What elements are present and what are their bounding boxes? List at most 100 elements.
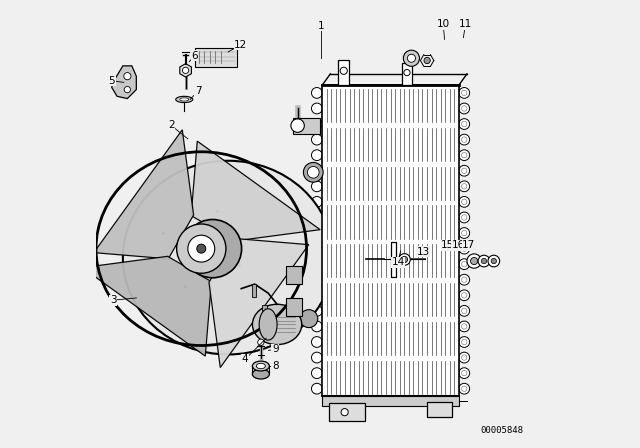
Polygon shape — [83, 256, 211, 356]
Ellipse shape — [252, 361, 269, 371]
Circle shape — [459, 306, 470, 316]
Text: 11: 11 — [459, 19, 472, 29]
Circle shape — [459, 197, 470, 207]
Circle shape — [403, 50, 419, 66]
Ellipse shape — [257, 363, 266, 369]
Circle shape — [459, 212, 470, 223]
Circle shape — [312, 290, 322, 301]
Circle shape — [303, 163, 323, 182]
Text: 2: 2 — [168, 121, 175, 130]
Circle shape — [459, 87, 470, 98]
Circle shape — [312, 150, 322, 160]
Circle shape — [459, 290, 470, 301]
Circle shape — [312, 306, 322, 316]
Bar — [323, 85, 459, 396]
Circle shape — [459, 165, 470, 176]
Circle shape — [177, 224, 226, 273]
Circle shape — [340, 67, 348, 74]
Bar — [262, 305, 267, 319]
Circle shape — [188, 235, 215, 262]
Polygon shape — [180, 64, 191, 77]
Circle shape — [467, 254, 481, 268]
Ellipse shape — [252, 304, 301, 345]
Circle shape — [459, 259, 470, 270]
Ellipse shape — [180, 98, 189, 101]
Circle shape — [408, 54, 415, 62]
Circle shape — [307, 167, 319, 178]
Circle shape — [312, 243, 322, 254]
Polygon shape — [94, 130, 193, 259]
Circle shape — [491, 258, 497, 264]
Circle shape — [312, 165, 322, 176]
Text: 10: 10 — [436, 19, 450, 29]
Ellipse shape — [123, 161, 333, 354]
Circle shape — [459, 181, 470, 192]
Circle shape — [488, 255, 500, 267]
Text: 1: 1 — [318, 21, 324, 30]
Circle shape — [312, 352, 322, 363]
Circle shape — [459, 274, 470, 285]
Circle shape — [459, 150, 470, 160]
Circle shape — [401, 256, 408, 263]
FancyBboxPatch shape — [195, 48, 237, 67]
Text: 4: 4 — [242, 354, 248, 364]
Text: 8: 8 — [272, 361, 278, 370]
Circle shape — [459, 103, 470, 114]
Circle shape — [399, 254, 410, 265]
Circle shape — [459, 336, 470, 347]
Circle shape — [182, 67, 189, 73]
Circle shape — [312, 181, 322, 192]
Circle shape — [124, 86, 131, 93]
Bar — [329, 403, 365, 421]
Bar — [401, 63, 412, 85]
Circle shape — [312, 212, 322, 223]
Text: 3: 3 — [109, 295, 116, 305]
Circle shape — [478, 255, 490, 267]
Circle shape — [470, 258, 477, 265]
Circle shape — [459, 243, 470, 254]
Circle shape — [197, 244, 206, 253]
Text: 5: 5 — [108, 76, 115, 86]
Polygon shape — [191, 141, 320, 241]
Circle shape — [481, 258, 486, 264]
Circle shape — [459, 383, 470, 394]
Circle shape — [404, 69, 410, 76]
Ellipse shape — [259, 309, 277, 340]
Text: 17: 17 — [462, 240, 476, 250]
Circle shape — [312, 321, 322, 332]
Bar — [252, 284, 256, 297]
Circle shape — [258, 339, 264, 345]
Text: 00005848: 00005848 — [481, 426, 524, 435]
Ellipse shape — [176, 96, 193, 103]
Circle shape — [124, 73, 131, 80]
Circle shape — [459, 321, 470, 332]
Circle shape — [300, 310, 317, 327]
Text: 7: 7 — [195, 86, 202, 96]
Circle shape — [312, 103, 322, 114]
Circle shape — [312, 134, 322, 145]
Circle shape — [312, 274, 322, 285]
Text: 15: 15 — [441, 240, 454, 250]
Circle shape — [459, 134, 470, 145]
Ellipse shape — [252, 369, 269, 379]
Text: 12: 12 — [234, 40, 247, 50]
Polygon shape — [111, 66, 136, 99]
Text: 16: 16 — [452, 240, 465, 250]
Circle shape — [459, 228, 470, 238]
Bar — [286, 297, 302, 315]
Circle shape — [312, 228, 322, 238]
Text: 13: 13 — [417, 247, 429, 257]
Polygon shape — [293, 117, 320, 134]
Circle shape — [312, 197, 322, 207]
Circle shape — [312, 383, 322, 394]
Circle shape — [183, 220, 241, 278]
Circle shape — [459, 352, 470, 363]
Circle shape — [291, 119, 305, 132]
Circle shape — [312, 87, 322, 98]
Circle shape — [312, 259, 322, 270]
Bar — [427, 402, 452, 417]
Polygon shape — [209, 238, 308, 367]
Bar — [339, 60, 349, 85]
Circle shape — [459, 368, 470, 379]
Text: 6: 6 — [191, 51, 198, 60]
